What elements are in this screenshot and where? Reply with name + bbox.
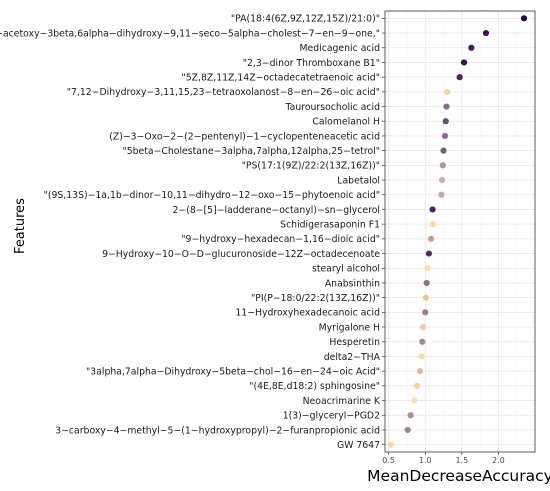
gridlines — [385, 11, 535, 452]
data-point — [407, 412, 414, 419]
data-point — [417, 368, 424, 375]
data-point — [429, 221, 436, 228]
data-point — [427, 235, 435, 242]
data-point — [442, 118, 449, 125]
category-label: Labetalol — [337, 175, 380, 186]
data-point — [411, 397, 418, 404]
category-label: Anabsinthin — [325, 278, 380, 289]
data-point — [444, 88, 451, 95]
category-label: "PA(18:4(6Z,9Z,12Z,15Z)/21:0)" — [231, 14, 380, 25]
category-label: Hesperetin — [329, 337, 380, 348]
category-label: "11−acetoxy−3beta,6alpha−dihydroxy−9,11−… — [0, 28, 380, 39]
data-point — [456, 74, 463, 81]
data-point — [468, 44, 475, 51]
category-label: Schidigerasaponin F1 — [280, 219, 380, 230]
category-label: GW 7647 — [337, 440, 380, 451]
data-point — [422, 294, 430, 301]
data-point — [460, 59, 468, 66]
data-point — [414, 382, 421, 389]
panel-border — [384, 10, 536, 453]
category-labels: "PA(18:4(6Z,9Z,12Z,15Z)/21:0)" "11−acetox… — [0, 14, 385, 451]
y-axis-title: Features — [13, 198, 28, 254]
category-label: "(4E,8E,d18:2) sphingosine" — [249, 381, 380, 392]
data-points — [387, 15, 528, 448]
x-axis-ticks: 0.5 1.0 1.5 2.0 — [382, 452, 505, 465]
category-label: "3alpha,7alpha−Dihydroxy−5beta−chol−16−e… — [86, 366, 380, 377]
category-label: Neoacrimarine K — [303, 396, 381, 407]
category-label: (Z)−3−Oxo−2−(2−pentenyl)−1−cyclopentenea… — [109, 131, 380, 142]
x-tick-label: 0.5 — [382, 456, 395, 465]
category-label: 9−Hydroxy−10−O−D−glucuronoside−12Z−octad… — [102, 249, 380, 260]
category-label: "5beta−Cholestane−3alpha,7alpha,12alpha,… — [122, 146, 380, 157]
data-point — [443, 103, 450, 110]
category-label: "(9S,13S)−1a,1b−dinor−10,11−dihydro−12−o… — [44, 190, 380, 201]
data-point — [419, 338, 426, 345]
category-label: Myrigalone H — [319, 322, 380, 333]
category-label: 1(3)−glyceryl−PGD2 — [283, 411, 380, 422]
category-label: "5Z,8Z,11Z,14Z−octadecatetraenoic acid" — [181, 72, 380, 83]
category-label: "2,3−dinor Thromboxane B1" — [243, 58, 380, 69]
data-point — [424, 265, 431, 272]
x-tick-label: 1.0 — [419, 456, 432, 465]
category-label: "PI(P−18:0/22:2(13Z,16Z))" — [251, 293, 380, 304]
data-point — [438, 176, 446, 184]
data-point — [429, 206, 436, 213]
x-tick-label: 1.5 — [455, 456, 468, 465]
data-point — [438, 191, 445, 198]
category-label: delta2−THA — [324, 352, 381, 363]
data-point — [387, 441, 394, 448]
category-label: Calomelanol H — [312, 117, 380, 128]
data-point — [441, 132, 449, 140]
x-axis-title: MeanDecreaseAccuracy — [367, 467, 550, 485]
category-label: stearyl alcohol — [312, 264, 380, 275]
data-point — [404, 426, 411, 434]
category-label: "9−hydroxy−hexadecan−1,16−dioic acid" — [181, 234, 380, 245]
category-label: "PS(17:1(9Z)/22:2(13Z,16Z))" — [242, 161, 380, 172]
data-point — [520, 15, 528, 22]
category-label: Medicagenic acid — [300, 43, 381, 54]
data-point — [439, 162, 446, 169]
data-point — [482, 29, 490, 37]
panel-background — [385, 11, 535, 452]
category-label: 11−Hydroxyhexadecanoic acid — [235, 308, 380, 319]
category-label: Tauroursocholic acid — [285, 102, 381, 113]
data-point — [425, 250, 433, 257]
x-tick-label: 2.0 — [492, 456, 505, 465]
category-label: 3−carboxy−4−methyl−5−(1−hydroxypropyl)−2… — [55, 425, 380, 436]
data-point — [422, 309, 429, 316]
category-label: 2−(8−[5]−ladderane−octanyl)−sn−glycerol — [173, 205, 381, 216]
data-point — [419, 323, 427, 331]
category-label: "7,12−Dihydroxy−3,11,15,23−tetraoxolanos… — [67, 87, 380, 98]
data-point — [423, 279, 430, 287]
data-point — [418, 353, 425, 360]
data-point — [440, 147, 447, 154]
